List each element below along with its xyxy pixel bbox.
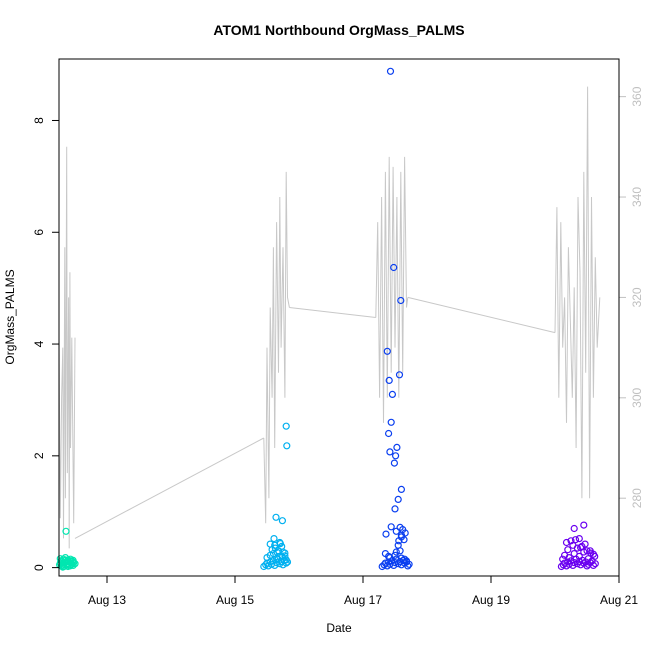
data-point xyxy=(583,547,591,555)
data-point xyxy=(64,562,72,571)
data-point xyxy=(584,555,592,563)
data-point xyxy=(591,552,599,561)
data-point xyxy=(386,67,395,75)
data-point xyxy=(397,531,405,539)
secondary-line-segment-5 xyxy=(407,296,556,334)
secondary-line-segment-1 xyxy=(74,437,265,539)
data-point xyxy=(393,443,401,451)
data-point xyxy=(382,530,390,538)
y2-tick-label: 320 xyxy=(630,287,644,307)
x-axis-label: Date xyxy=(326,621,352,635)
data-point xyxy=(386,448,394,456)
y-tick-label: 6 xyxy=(32,229,46,236)
data-point xyxy=(273,548,281,557)
data-point xyxy=(586,547,594,555)
data-point xyxy=(283,442,291,450)
data-point xyxy=(278,517,286,525)
data-point xyxy=(565,553,573,562)
y-axis-label: OrgMass_PALMS xyxy=(3,269,17,364)
data-point xyxy=(575,534,583,543)
data-point xyxy=(569,541,577,549)
y-tick-label: 8 xyxy=(32,117,46,124)
secondary-line-segment-2 xyxy=(263,171,290,524)
data-point xyxy=(392,527,400,535)
data-point xyxy=(383,347,391,355)
data-point xyxy=(387,523,395,531)
secondary-line-segment-0 xyxy=(58,146,76,549)
data-point xyxy=(391,505,399,513)
data-point xyxy=(401,529,409,537)
data-point xyxy=(266,540,274,548)
plot-frame xyxy=(58,58,620,577)
data-point xyxy=(272,513,280,521)
data-point xyxy=(581,540,589,548)
data-point xyxy=(571,536,580,544)
data-point xyxy=(387,418,395,426)
data-point xyxy=(591,560,599,568)
y-tick-label: 2 xyxy=(32,452,46,459)
data-point xyxy=(395,537,403,545)
y2-tick-label: 280 xyxy=(630,488,644,508)
y-tick-label: 4 xyxy=(32,340,46,347)
data-point xyxy=(404,562,412,570)
data-point xyxy=(385,429,393,438)
data-point xyxy=(567,537,575,545)
data-point xyxy=(56,555,64,563)
data-point xyxy=(68,560,76,568)
secondary-line-segment-6 xyxy=(554,86,601,499)
data-point xyxy=(385,376,393,384)
data-point xyxy=(281,552,289,560)
data-point xyxy=(394,495,402,503)
data-point xyxy=(394,541,402,549)
data-point xyxy=(392,548,400,556)
data-point xyxy=(397,485,405,493)
y2-tick-label: 300 xyxy=(630,387,644,407)
data-point xyxy=(564,546,572,554)
y-tick-label: 0 xyxy=(32,564,46,571)
data-point xyxy=(388,390,396,398)
x-tick-label: Aug 17 xyxy=(344,593,382,607)
data-point xyxy=(276,539,284,548)
data-point xyxy=(69,561,77,570)
x-tick-label: Aug 19 xyxy=(472,593,510,607)
chart-title: ATOM1 Northbound OrgMass_PALMS xyxy=(213,22,464,38)
data-point xyxy=(589,561,598,570)
data-point xyxy=(559,555,567,563)
data-point xyxy=(397,296,405,305)
data-point xyxy=(390,263,398,272)
data-point xyxy=(570,524,578,533)
data-point xyxy=(270,534,278,543)
data-point xyxy=(273,558,281,567)
data-point xyxy=(390,459,398,467)
data-point xyxy=(395,371,404,379)
data-point xyxy=(392,555,400,563)
data-point xyxy=(562,538,571,547)
data-point xyxy=(282,422,290,430)
data-point xyxy=(62,527,70,535)
data-point xyxy=(575,552,583,561)
data-point xyxy=(69,556,77,565)
data-point xyxy=(402,557,411,565)
data-point xyxy=(580,521,588,529)
x-tick-label: Aug 13 xyxy=(88,593,126,607)
x-tick-label: Aug 21 xyxy=(600,593,638,607)
data-point xyxy=(391,558,399,567)
y2-tick-label: 340 xyxy=(630,187,644,207)
y2-tick-label: 360 xyxy=(630,86,644,106)
data-point xyxy=(576,543,585,552)
data-point xyxy=(282,559,290,567)
data-point xyxy=(385,552,393,561)
data-point xyxy=(401,555,409,563)
x-tick-label: Aug 15 xyxy=(216,593,254,607)
data-point xyxy=(59,563,67,571)
data-point xyxy=(392,452,400,460)
data-point xyxy=(396,523,404,532)
secondary-line-segment-3 xyxy=(289,307,376,318)
